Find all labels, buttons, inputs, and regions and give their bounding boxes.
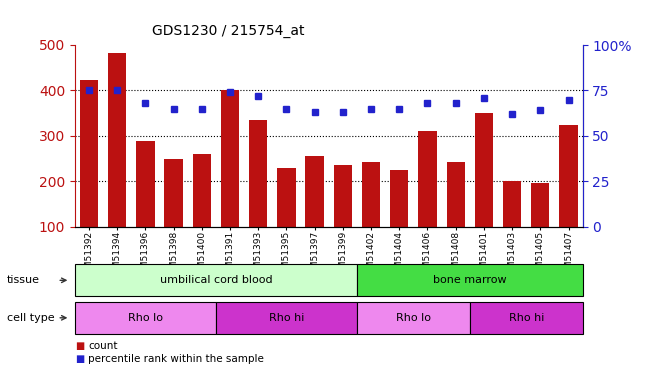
Bar xyxy=(559,124,577,227)
Text: ■: ■ xyxy=(75,354,84,364)
Text: GDS1230 / 215754_at: GDS1230 / 215754_at xyxy=(152,24,304,38)
Text: Rho lo: Rho lo xyxy=(396,313,431,323)
Text: tissue: tissue xyxy=(7,275,40,285)
Bar xyxy=(277,168,296,227)
Text: Rho lo: Rho lo xyxy=(128,313,163,323)
Bar xyxy=(390,170,408,227)
Bar xyxy=(305,156,324,227)
Bar xyxy=(531,183,549,227)
Text: bone marrow: bone marrow xyxy=(433,275,506,285)
Text: Rho hi: Rho hi xyxy=(508,313,544,323)
Text: percentile rank within the sample: percentile rank within the sample xyxy=(88,354,264,364)
Bar xyxy=(447,162,465,227)
Bar xyxy=(80,81,98,227)
Bar xyxy=(165,159,183,227)
Bar xyxy=(193,154,211,227)
Bar xyxy=(503,182,521,227)
Bar xyxy=(475,113,493,227)
Bar xyxy=(249,120,268,227)
Text: count: count xyxy=(88,340,117,351)
Bar xyxy=(221,90,239,227)
Bar xyxy=(108,53,126,227)
Bar xyxy=(136,141,154,227)
Bar xyxy=(419,131,437,227)
Bar xyxy=(334,165,352,227)
Text: Rho hi: Rho hi xyxy=(269,313,304,323)
Bar xyxy=(362,162,380,227)
Text: cell type: cell type xyxy=(7,313,54,323)
Text: ■: ■ xyxy=(75,340,84,351)
Text: umbilical cord blood: umbilical cord blood xyxy=(159,275,272,285)
